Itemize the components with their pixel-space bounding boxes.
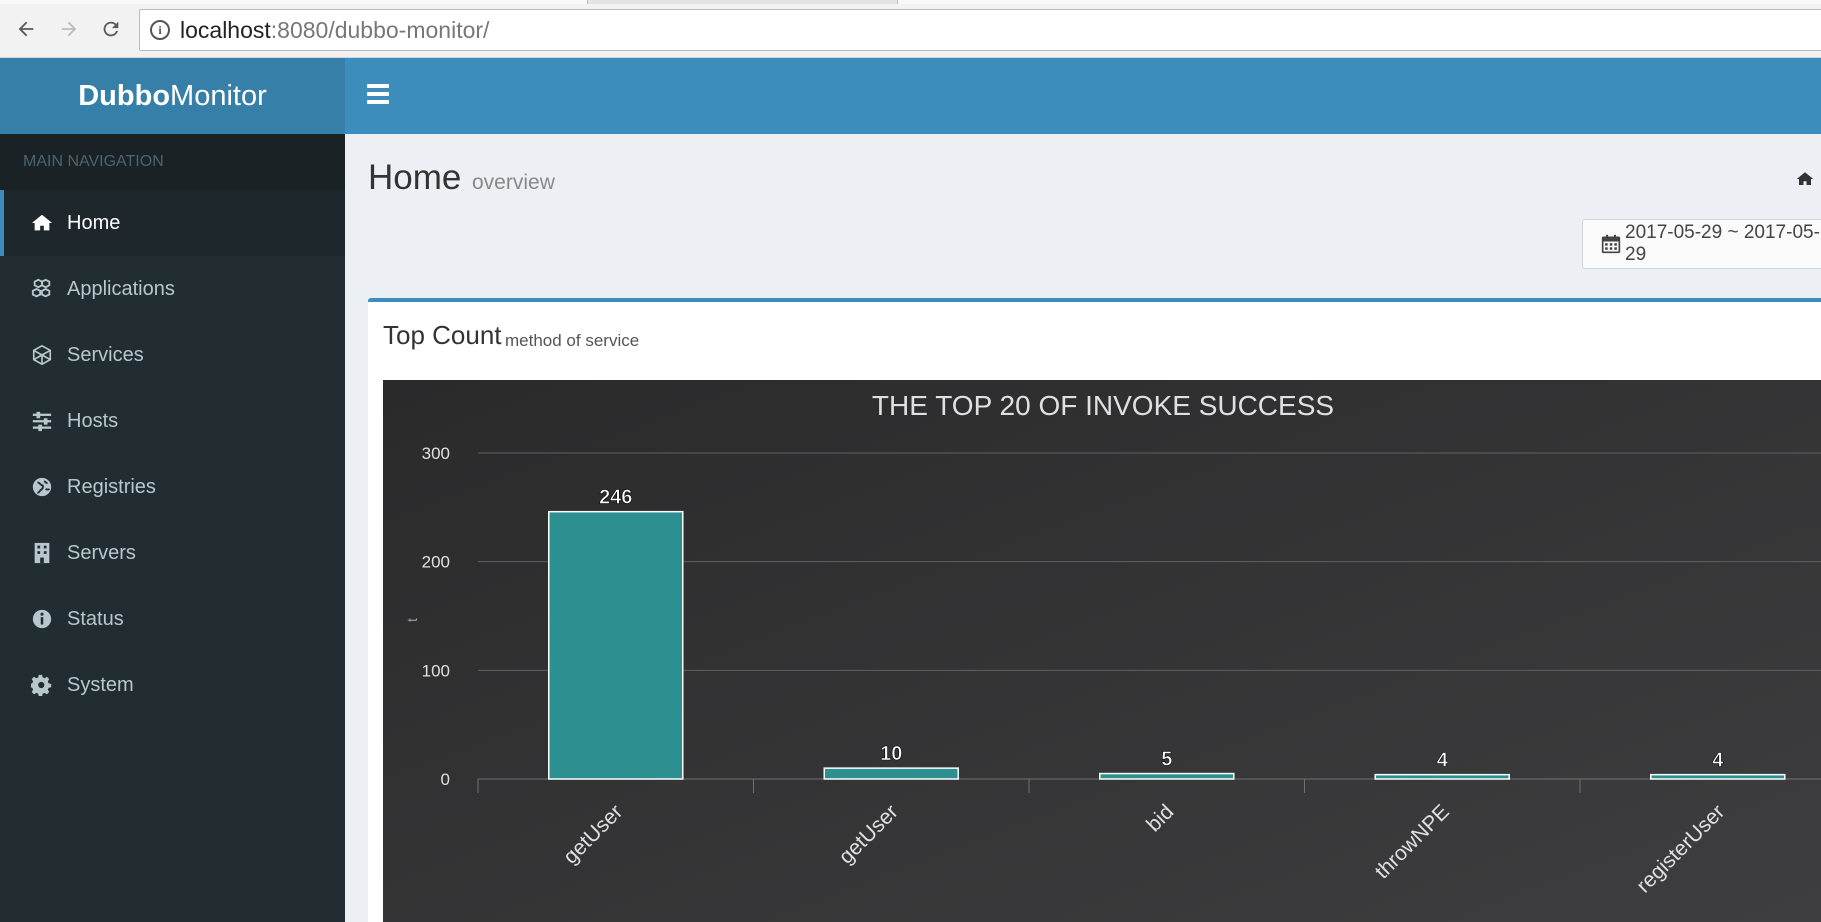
sidebar-item-registries[interactable]: Registries — [0, 454, 345, 520]
date-range-picker[interactable]: 2017-05-29 ~ 2017-05-29 — [1582, 219, 1821, 269]
sidebar-item-servers[interactable]: Servers — [0, 520, 345, 586]
sidebar: MAIN NAVIGATION Home Applications Servic… — [0, 134, 345, 922]
sidebar-item-label: Registries — [67, 475, 156, 498]
y-tick-label: 300 — [422, 444, 450, 463]
top-navbar — [345, 58, 1821, 134]
reload-icon — [103, 21, 119, 37]
arrow-right-icon — [61, 21, 77, 37]
bar[interactable] — [1099, 772, 1235, 780]
data-label: 4 — [1437, 750, 1449, 772]
globe-icon — [30, 475, 54, 499]
page-title: Home — [368, 158, 462, 197]
bar[interactable] — [823, 767, 959, 780]
panel-title: Top Count — [383, 320, 502, 350]
panel-subtitle: method of service — [505, 331, 640, 350]
sidebar-item-label: System — [67, 673, 134, 696]
sidebar-item-applications[interactable]: Applications — [0, 256, 345, 322]
sidebar-item-label: Hosts — [67, 409, 119, 432]
sidebar-item-hosts[interactable]: Hosts — [0, 388, 345, 454]
address-bar[interactable]: i localhost:8080/dubbo-monitor/ — [139, 9, 1821, 51]
y-tick-label: 100 — [422, 661, 450, 680]
sidebar-toggle-icon[interactable] — [367, 84, 389, 106]
building-icon — [30, 541, 54, 565]
bar[interactable] — [548, 510, 684, 780]
info-icon[interactable]: i — [150, 20, 170, 40]
tab-strip — [0, 0, 1821, 4]
date-range-text: 2017-05-29 ~ 2017-05-29 — [1625, 222, 1820, 265]
sidebar-item-status[interactable]: Status — [0, 586, 345, 652]
data-label: 246 — [599, 487, 632, 509]
logo-light-text: Monitor — [170, 79, 267, 112]
gear-icon — [30, 673, 54, 697]
calendar-icon — [1601, 234, 1621, 254]
bar[interactable] — [1374, 773, 1510, 780]
app-logo[interactable]: Dubbo Monitor — [0, 58, 345, 134]
invoke-success-chart: THE TOP 20 OF INVOKE SUCCESS t 0 100 200 30… — [383, 380, 1821, 922]
chart-title: THE TOP 20 OF INVOKE SUCCESS — [872, 390, 1334, 421]
sidebar-item-system[interactable]: System — [0, 652, 345, 718]
y-tick-label: 200 — [422, 553, 450, 572]
data-label: 5 — [1161, 749, 1172, 771]
sidebar-header: MAIN NAVIGATION — [0, 134, 345, 190]
browser-tab[interactable] — [0, 0, 588, 4]
url-host: localhost — [180, 16, 271, 43]
y-axis-label: t — [404, 618, 420, 622]
data-label: 10 — [880, 743, 902, 765]
back-button[interactable] — [9, 12, 43, 46]
data-label: 4 — [1712, 750, 1724, 772]
cubes-icon — [30, 277, 54, 301]
sidebar-item-label: Home — [67, 211, 121, 234]
logo-bold-text: Dubbo — [78, 79, 171, 112]
browser-toolbar: i localhost:8080/dubbo-monitor/ — [0, 0, 1821, 58]
sliders-icon — [30, 409, 54, 433]
sidebar-item-label: Services — [67, 343, 144, 366]
breadcrumb-home-icon[interactable] — [1796, 170, 1816, 190]
url-path: :8080/dubbo-monitor/ — [270, 16, 490, 43]
sidebar-item-services[interactable]: Services — [0, 322, 345, 388]
browser-tab[interactable] — [897, 0, 1821, 4]
sidebar-item-label: Applications — [67, 277, 175, 300]
y-tick-label: 0 — [441, 770, 450, 789]
bar[interactable] — [1650, 773, 1786, 780]
arrow-left-icon — [18, 21, 34, 37]
chart-svg: THE TOP 20 OF INVOKE SUCCESS t 0 100 200 30… — [383, 380, 1821, 922]
forward-button[interactable] — [52, 12, 86, 46]
cube-network-icon — [30, 343, 54, 367]
page-subtitle: overview — [472, 171, 555, 194]
sidebar-item-label: Servers — [67, 541, 136, 564]
sidebar-item-home[interactable]: Home — [0, 190, 345, 256]
home-icon — [30, 211, 54, 235]
reload-button[interactable] — [94, 12, 128, 46]
sidebar-item-label: Status — [67, 607, 124, 630]
info-icon — [30, 607, 54, 631]
